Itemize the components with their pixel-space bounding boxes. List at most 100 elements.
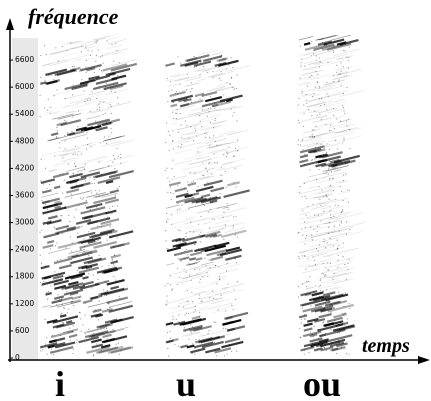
speckle — [326, 289, 328, 291]
striation — [62, 150, 81, 157]
speckle — [202, 174, 204, 177]
speckle — [77, 110, 79, 112]
striation — [330, 205, 344, 210]
speckle — [104, 112, 106, 114]
striation — [204, 288, 229, 296]
striation — [202, 221, 212, 225]
striation — [299, 74, 319, 81]
speckle — [70, 250, 73, 252]
speckle — [198, 339, 200, 341]
striation — [214, 241, 230, 248]
striation — [96, 346, 119, 354]
speckle — [77, 154, 79, 156]
striation — [57, 241, 82, 249]
striation — [166, 339, 174, 344]
speckle — [64, 140, 66, 142]
striation — [212, 120, 225, 125]
striation — [41, 149, 65, 157]
speckle — [49, 248, 52, 250]
striation — [165, 62, 175, 67]
striation — [222, 283, 245, 290]
speckle — [225, 186, 227, 188]
speckle — [328, 232, 330, 234]
speckle — [342, 174, 345, 176]
speckle — [230, 57, 232, 59]
striation — [302, 259, 312, 263]
striation — [180, 344, 188, 349]
speckle — [298, 231, 300, 233]
striation — [303, 322, 313, 327]
speckle — [165, 141, 167, 144]
striation — [111, 161, 129, 167]
speckle — [172, 140, 174, 142]
striation — [312, 252, 328, 258]
speckle — [232, 225, 234, 227]
striation — [339, 221, 366, 230]
speckle — [315, 248, 318, 250]
speckle — [219, 278, 221, 280]
striation — [298, 314, 308, 319]
speckle — [185, 248, 188, 251]
striation — [106, 154, 134, 162]
speckle — [172, 130, 174, 132]
speckle — [349, 147, 351, 150]
striation — [216, 202, 238, 209]
striation — [209, 142, 229, 149]
striation — [72, 284, 86, 290]
striation — [323, 197, 348, 205]
striation — [56, 300, 81, 308]
speckle — [114, 194, 116, 196]
speckle — [225, 68, 227, 70]
striation — [88, 332, 105, 339]
striation — [52, 113, 74, 120]
speckle — [110, 106, 112, 108]
striation — [223, 105, 243, 112]
speckle — [341, 346, 343, 348]
speckle — [166, 212, 168, 214]
striation — [325, 165, 349, 172]
y-tick-label: 6600 — [15, 55, 34, 64]
striation — [308, 186, 317, 189]
speckle — [211, 173, 213, 175]
striation — [307, 239, 319, 243]
speckle — [190, 98, 192, 101]
speckle — [198, 294, 200, 296]
striation — [104, 198, 120, 205]
speckle — [322, 196, 324, 198]
speckle — [317, 81, 319, 83]
speckle — [165, 240, 167, 242]
speckle — [71, 131, 73, 133]
striation — [331, 346, 346, 352]
speckle — [233, 111, 235, 114]
y-tick-label: 1200 — [15, 299, 34, 308]
speckle — [190, 221, 192, 223]
striation — [314, 307, 326, 313]
striation — [336, 230, 344, 234]
speckle — [60, 258, 62, 261]
speckle — [41, 199, 43, 202]
speckle — [105, 142, 108, 145]
striation — [42, 63, 51, 67]
striation — [89, 165, 113, 172]
striation — [311, 291, 324, 297]
striation — [300, 290, 318, 297]
speckle — [332, 245, 334, 247]
striation — [75, 219, 92, 225]
speckle — [304, 65, 306, 67]
speckle — [172, 101, 174, 103]
striation — [309, 149, 317, 154]
speckle — [72, 330, 74, 332]
speckle — [204, 132, 206, 134]
striation — [312, 193, 333, 199]
striation — [105, 180, 114, 185]
striation — [95, 170, 117, 179]
striation — [67, 329, 78, 334]
speckle — [72, 348, 74, 350]
striation — [191, 290, 207, 296]
striation — [196, 143, 214, 149]
speckle — [48, 183, 51, 186]
striation — [175, 123, 202, 131]
striation — [66, 132, 76, 137]
striation — [326, 254, 333, 258]
speckle — [183, 268, 185, 270]
